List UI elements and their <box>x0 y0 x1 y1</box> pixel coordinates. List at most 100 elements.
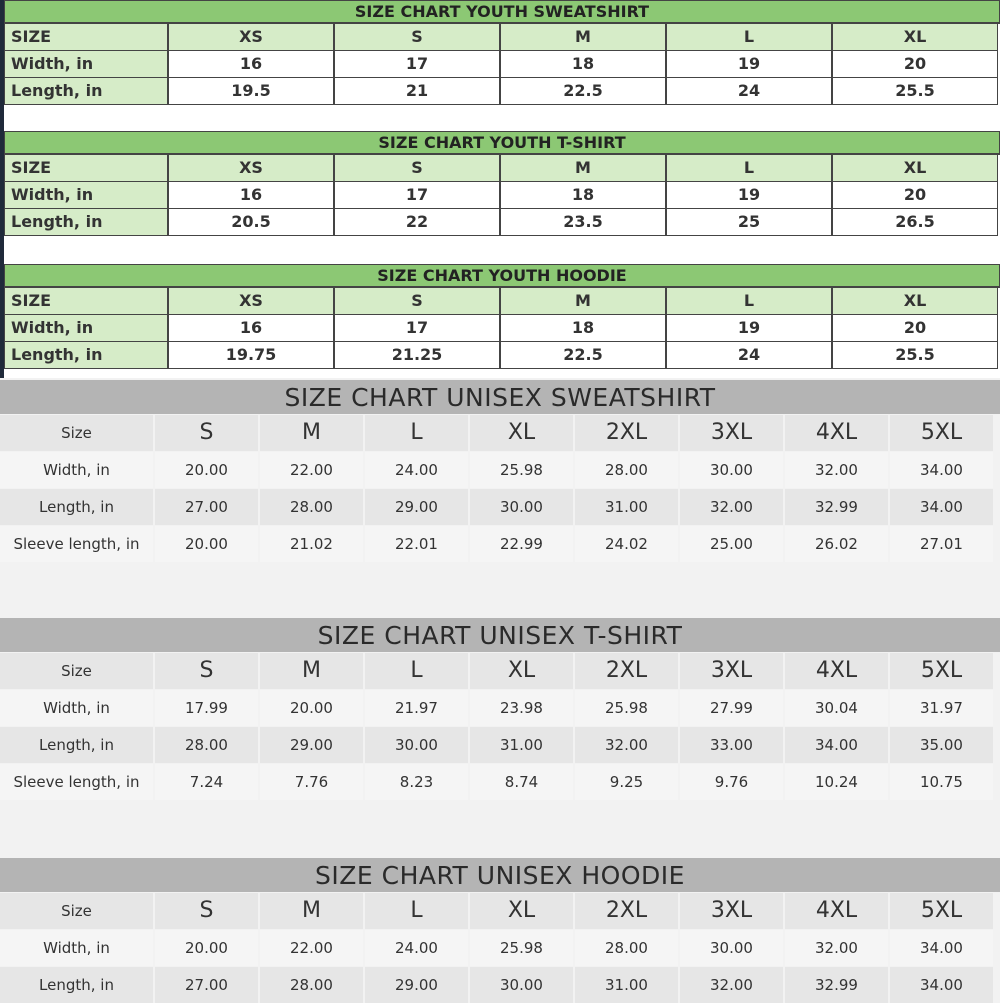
table-row: Length, in 20.5 22 23.5 25 26.5 <box>4 209 1000 236</box>
unisex-size-table: SIZE CHART UNISEX HOODIE Size S M L XL 2XL 3XL 4… <box>0 858 1000 1003</box>
size-header: S <box>334 24 500 51</box>
table-cell: 32.00 <box>680 489 783 525</box>
unisex-size-charts: SIZE CHART UNISEX SWEATSHIRT Size S M L XL 2XL… <box>0 380 1000 1003</box>
table-cell: 8.74 <box>470 764 573 800</box>
table-cell: 20.00 <box>155 526 258 562</box>
table-title: SIZE CHART YOUTH HOODIE <box>4 264 1000 288</box>
table-cell: 7.76 <box>260 764 363 800</box>
size-header: M <box>500 155 666 182</box>
table-row: Width, in 17.99 20.00 21.97 23.98 25.98 27.99 3… <box>0 690 1000 726</box>
table-cell: 32.00 <box>680 967 783 1003</box>
size-header: S <box>155 653 258 689</box>
row-label: Size <box>0 415 153 451</box>
table-cell: 24.00 <box>365 452 468 488</box>
table-cell: 31.00 <box>470 727 573 763</box>
table-title: SIZE CHART YOUTH SWEATSHIRT <box>4 0 1000 24</box>
size-header: S <box>155 893 258 929</box>
table-cell: 9.76 <box>680 764 783 800</box>
size-header: 3XL <box>680 893 783 929</box>
table-cell: 25.00 <box>680 526 783 562</box>
table-title: SIZE CHART UNISEX SWEATSHIRT <box>0 380 1000 414</box>
youth-size-table: SIZE CHART YOUTH T-SHIRT SIZE XS S M L XL Width… <box>4 131 1000 236</box>
table-cell: 32.99 <box>785 489 888 525</box>
table-cell: 23.5 <box>500 209 666 236</box>
table-cell: 25.98 <box>575 690 678 726</box>
table-cell: 8.23 <box>365 764 468 800</box>
size-header-row: Size S M L XL 2XL 3XL 4XL 5XL <box>0 653 1000 689</box>
table-cell: 30.00 <box>680 930 783 966</box>
size-header: XS <box>168 155 334 182</box>
row-label: Length, in <box>0 967 153 1003</box>
size-header-row: SIZE XS S M L XL <box>4 155 1000 182</box>
unisex-size-table: SIZE CHART UNISEX SWEATSHIRT Size S M L XL 2XL… <box>0 380 1000 562</box>
table-row: Width, in 20.00 22.00 24.00 25.98 28.00 30.00 3… <box>0 930 1000 966</box>
table-cell: 9.25 <box>575 764 678 800</box>
table-cell: 24.02 <box>575 526 678 562</box>
size-header: XS <box>168 24 334 51</box>
table-row: Width, in 16 17 18 19 20 <box>4 315 1000 342</box>
row-label: Length, in <box>4 342 168 369</box>
row-label: Width, in <box>0 452 153 488</box>
table-cell: 25.98 <box>470 930 573 966</box>
size-header: 4XL <box>785 893 888 929</box>
table-row: Length, in 27.00 28.00 29.00 30.00 31.00 32.00… <box>0 967 1000 1003</box>
table-cell: 29.00 <box>365 489 468 525</box>
table-cell: 25.5 <box>832 78 998 105</box>
table-cell: 32.99 <box>785 967 888 1003</box>
size-header: 5XL <box>890 653 993 689</box>
table-cell: 16 <box>168 182 334 209</box>
table-cell: 28.00 <box>575 452 678 488</box>
table-cell: 20.00 <box>260 690 363 726</box>
row-label: Width, in <box>4 51 168 78</box>
size-header-row: Size S M L XL 2XL 3XL 4XL 5XL <box>0 415 1000 451</box>
size-header: L <box>666 288 832 315</box>
size-header: L <box>365 653 468 689</box>
row-label: Sleeve length, in <box>0 526 153 562</box>
table-cell: 34.00 <box>890 489 993 525</box>
table-cell: 28.00 <box>260 967 363 1003</box>
size-header: 2XL <box>575 653 678 689</box>
table-cell: 24 <box>666 78 832 105</box>
row-label: Size <box>0 893 153 929</box>
row-label: SIZE <box>4 155 168 182</box>
table-row: Length, in 19.75 21.25 22.5 24 25.5 <box>4 342 1000 369</box>
row-label: Width, in <box>0 690 153 726</box>
size-header: L <box>365 893 468 929</box>
table-cell: 18 <box>500 51 666 78</box>
size-header: M <box>260 415 363 451</box>
table-cell: 34.00 <box>890 452 993 488</box>
table-cell: 20.00 <box>155 930 258 966</box>
table-row: Length, in 27.00 28.00 29.00 30.00 31.00 32.00… <box>0 489 1000 525</box>
table-cell: 19 <box>666 182 832 209</box>
table-cell: 17 <box>334 182 500 209</box>
row-label: Length, in <box>4 209 168 236</box>
table-cell: 34.00 <box>890 967 993 1003</box>
table-cell: 25.5 <box>832 342 998 369</box>
table-cell: 21.97 <box>365 690 468 726</box>
table-title: SIZE CHART YOUTH T-SHIRT <box>4 131 1000 155</box>
table-cell: 10.24 <box>785 764 888 800</box>
size-header-row: SIZE XS S M L XL <box>4 24 1000 51</box>
table-cell: 16 <box>168 315 334 342</box>
row-label: Width, in <box>0 930 153 966</box>
row-label: Width, in <box>4 182 168 209</box>
table-cell: 26.02 <box>785 526 888 562</box>
table-cell: 20 <box>832 315 998 342</box>
table-cell: 24.00 <box>365 930 468 966</box>
unisex-size-table: SIZE CHART UNISEX T-SHIRT Size S M L XL 2XL 3XL… <box>0 618 1000 800</box>
table-cell: 29.00 <box>365 967 468 1003</box>
table-cell: 7.24 <box>155 764 258 800</box>
size-header: S <box>334 288 500 315</box>
table-title: SIZE CHART UNISEX HOODIE <box>0 858 1000 892</box>
size-header: XS <box>168 288 334 315</box>
table-cell: 27.01 <box>890 526 993 562</box>
table-row: Width, in 16 17 18 19 20 <box>4 51 1000 78</box>
table-cell: 22.00 <box>260 930 363 966</box>
table-cell: 21 <box>334 78 500 105</box>
row-label: Length, in <box>0 489 153 525</box>
size-header: L <box>666 155 832 182</box>
table-cell: 31.00 <box>575 489 678 525</box>
table-cell: 32.00 <box>785 452 888 488</box>
table-cell: 32.00 <box>785 930 888 966</box>
table-title: SIZE CHART UNISEX T-SHIRT <box>0 618 1000 652</box>
